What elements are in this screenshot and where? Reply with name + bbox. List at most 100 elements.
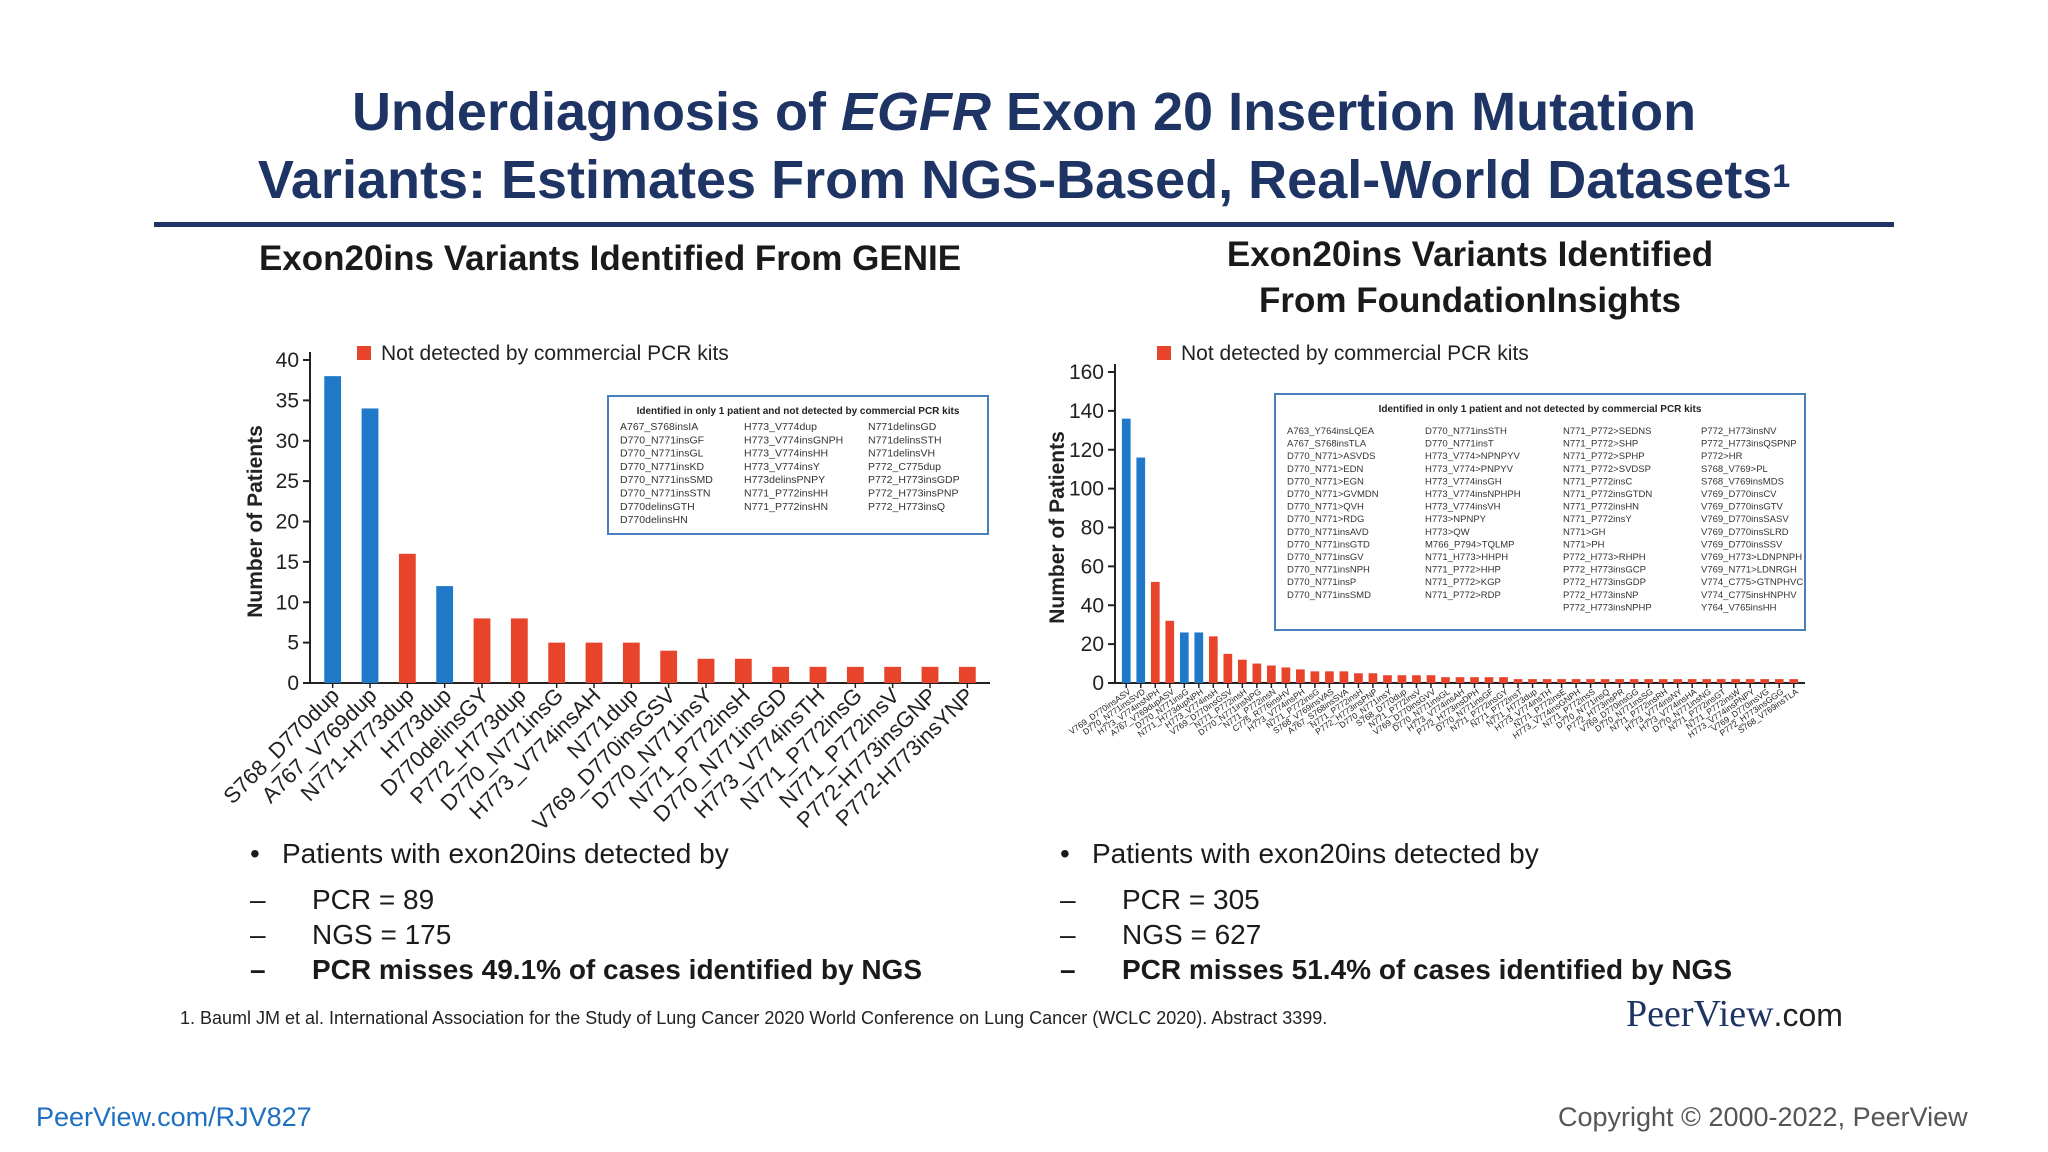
fi-bar: [1179, 632, 1189, 683]
genie-inset-variant: H773_V774dup: [744, 421, 817, 433]
fi-inset-variant: P772_H773insGCP: [1563, 565, 1646, 576]
fi-inset-variant: N771_P772>SVDSP: [1563, 464, 1651, 475]
fi-inset-variant: S768_V769insMDS: [1701, 476, 1784, 487]
genie-inset-variant: H773_V774insY: [744, 461, 820, 473]
fi-inset-variant: P772>HR: [1701, 451, 1743, 462]
genie-y-tick-label: 20: [276, 511, 299, 534]
genie-y-tick-label: 15: [276, 551, 299, 574]
fi-inset-variant: N771_P772>KGP: [1425, 577, 1501, 588]
fi-inset-variant: V774_C775insHNPHV: [1701, 590, 1797, 601]
genie-bar: [361, 408, 379, 683]
fi-inset-variant: N771_H773>HHPH: [1425, 552, 1508, 563]
fi-bar: [1644, 679, 1653, 683]
fi-y-axis-title: Number of Patients: [1046, 431, 1069, 624]
fi-bar: [1557, 679, 1566, 683]
footnote: 1. Bauml JM et al. International Associa…: [180, 1008, 1328, 1028]
fi-y-tick-label: 140: [1069, 400, 1104, 423]
genie-bar: [510, 618, 528, 683]
fi-bar: [1702, 679, 1712, 683]
genie-y-tick-label: 10: [276, 591, 299, 614]
fi-y-tick-label: 20: [1081, 633, 1104, 656]
genie-y-tick-label: 25: [276, 470, 299, 493]
genie-inset-variant: P772_H773insGDP: [868, 474, 960, 486]
left-sub-misses: – PCR misses 49.1% of cases identified by…: [250, 954, 923, 985]
right-bullets: Patients with exon20ins detected by –PCR…: [1060, 838, 1732, 987]
fi-inset-variant: N771>GH: [1563, 527, 1606, 538]
fi-y-tick-label: 160: [1069, 361, 1104, 384]
genie-inset-variant: D770_N771insGF: [620, 434, 704, 446]
genie-inset-title: Identified in only 1 patient and not det…: [637, 406, 960, 417]
slide-title: Underdiagnosis of EGFR Exon 20 Insertion…: [0, 78, 2048, 214]
right-sub-misses-text: PCR misses 51.4% of cases identified by …: [1122, 954, 1733, 985]
genie-inset-variant: D770_N771insSTN: [620, 488, 710, 500]
fi-inset-variant: P772_H773insQSPNP: [1701, 439, 1797, 450]
fi-inset-variant: N771_P772insGTDN: [1563, 489, 1652, 500]
fi-bar: [1484, 677, 1494, 683]
fi-inset-variant: P772_H773insGDP: [1563, 577, 1646, 588]
fi-bar: [1150, 581, 1160, 683]
fi-bar: [1267, 665, 1276, 683]
genie-bar: [585, 642, 603, 683]
right-subtitle-line-2: From FoundationInsights: [1259, 281, 1681, 320]
genie-inset-variant: N771_P772insHN: [744, 501, 828, 513]
left-bullet-main: Patients with exon20ins detected by: [250, 838, 922, 870]
program-link[interactable]: PeerView.com/RJV827: [36, 1102, 312, 1132]
fi-bar: [1339, 671, 1349, 683]
fi-inset-variant: H773_V774>NPNPYV: [1425, 451, 1520, 462]
right-bullet-main: Patients with exon20ins detected by: [1060, 838, 1732, 870]
genie-inset-variant: P772_C775dup: [868, 461, 941, 473]
fi-bar: [1136, 457, 1146, 683]
fi-bar: [1325, 671, 1334, 683]
genie-inset-variant: A767_S768insIA: [620, 421, 698, 433]
genie-bar: [772, 666, 790, 683]
fi-inset-variant: A767_S768insTLA: [1287, 439, 1367, 450]
fi-inset-variant: P772_H773insNP: [1563, 590, 1639, 601]
fi-y-tick-label: 60: [1081, 555, 1104, 578]
fi-y-tick-label: 0: [1092, 672, 1104, 695]
right-sub-pcr-text: PCR = 305: [1122, 884, 1260, 915]
title-line-2: Variants: Estimates From NGS-Based, Real…: [0, 146, 2048, 214]
genie-inset-variant: H773_V774insGNPH: [744, 434, 843, 446]
genie-bar: [846, 666, 864, 683]
title-divider: [154, 222, 1894, 227]
genie-inset-variant: H773delinsPNPY: [744, 474, 825, 486]
fi-inset-variant: N771_P772>SEDNS: [1563, 426, 1651, 437]
genie-inset-variant: H773_V774insHH: [744, 448, 828, 460]
genie-bar: [921, 666, 939, 683]
fi-bar: [1673, 679, 1683, 683]
fi-bar: [1615, 679, 1624, 683]
fi-bar: [1354, 673, 1363, 683]
fi-bar: [1470, 677, 1479, 683]
genie-inset-box: [607, 395, 989, 535]
genie-inset-variant: N771delinsVH: [868, 448, 935, 460]
right-chart-subtitle: Exon20ins Variants Identified From Found…: [1110, 232, 1830, 324]
title-line-1: Underdiagnosis of EGFR Exon 20 Insertion…: [0, 78, 2048, 146]
genie-inset-variant: N771delinsSTH: [868, 434, 942, 446]
fi-inset-variant: D770_N771>QVH: [1287, 502, 1364, 513]
genie-inset-variant: N771delinsGD: [868, 421, 937, 433]
fi-inset-variant: H773>QW: [1425, 527, 1470, 538]
fi-bar: [1441, 677, 1450, 683]
fi-inset-variant: D770_N771>EGN: [1287, 476, 1364, 487]
fi-inset-variant: D770_N771insGV: [1287, 552, 1364, 563]
fi-inset-variant: N771_P772>RDP: [1425, 590, 1501, 601]
fi-inset-variant: V769_N771>LDNRGH: [1701, 565, 1797, 576]
fi-bar: [1499, 677, 1508, 683]
fi-inset-variant: D770_N771insNPH: [1287, 565, 1370, 576]
fi-inset-variant: D770_N771insAVD: [1287, 527, 1369, 538]
genie-inset-variant: P772_H773insPNP: [868, 488, 958, 500]
title-superscript: 1: [1772, 158, 1791, 194]
genie-bar: [473, 618, 491, 683]
fi-bar: [1426, 675, 1436, 683]
genie-y-tick-label: 30: [276, 430, 299, 453]
title-text-a: Underdiagnosis of: [351, 82, 841, 142]
title-text-egfr: EGFR: [840, 82, 991, 142]
genie-inset-variant: D770delinsHN: [620, 514, 688, 526]
fi-inset-title: Identified in only 1 patient and not det…: [1379, 404, 1702, 415]
genie-bar: [884, 666, 902, 683]
fi-y-tick-label: 120: [1069, 439, 1104, 462]
genie-bar: [324, 376, 342, 683]
foundationinsights-bar-chart: 0 20 40 60 80 100 120 140 160 Number of Patients N…: [1046, 342, 1806, 741]
fi-bar: [1600, 679, 1610, 683]
